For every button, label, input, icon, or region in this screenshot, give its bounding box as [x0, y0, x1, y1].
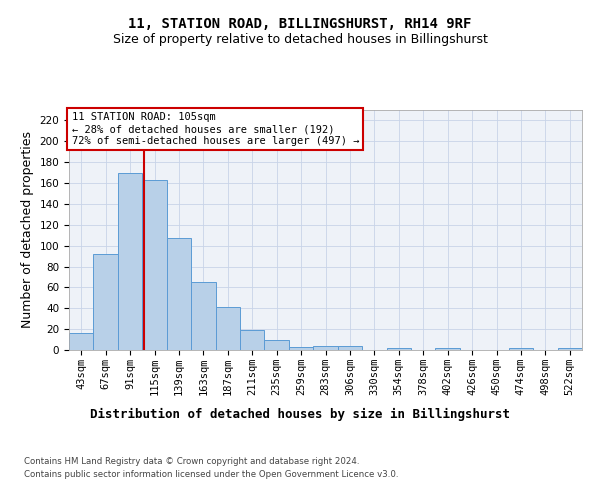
Bar: [313, 346, 338, 350]
Y-axis label: Number of detached properties: Number of detached properties: [21, 132, 34, 328]
Bar: [94, 254, 118, 350]
Text: Contains HM Land Registry data © Crown copyright and database right 2024.: Contains HM Land Registry data © Crown c…: [24, 458, 359, 466]
Text: 11, STATION ROAD, BILLINGSHURST, RH14 9RF: 11, STATION ROAD, BILLINGSHURST, RH14 9R…: [128, 18, 472, 32]
Text: Size of property relative to detached houses in Billingshurst: Size of property relative to detached ho…: [113, 32, 487, 46]
Text: Distribution of detached houses by size in Billingshurst: Distribution of detached houses by size …: [90, 408, 510, 420]
Bar: [338, 346, 362, 350]
Text: Contains public sector information licensed under the Open Government Licence v3: Contains public sector information licen…: [24, 470, 398, 479]
Bar: [215, 307, 240, 350]
Bar: [289, 347, 313, 350]
Bar: [142, 180, 167, 350]
Bar: [557, 348, 582, 350]
Bar: [436, 348, 460, 350]
Bar: [69, 334, 94, 350]
Bar: [167, 238, 191, 350]
Bar: [386, 348, 411, 350]
Bar: [509, 348, 533, 350]
Bar: [265, 340, 289, 350]
Text: 11 STATION ROAD: 105sqm
← 28% of detached houses are smaller (192)
72% of semi-d: 11 STATION ROAD: 105sqm ← 28% of detache…: [71, 112, 359, 146]
Bar: [240, 330, 265, 350]
Bar: [118, 172, 142, 350]
Bar: [191, 282, 215, 350]
